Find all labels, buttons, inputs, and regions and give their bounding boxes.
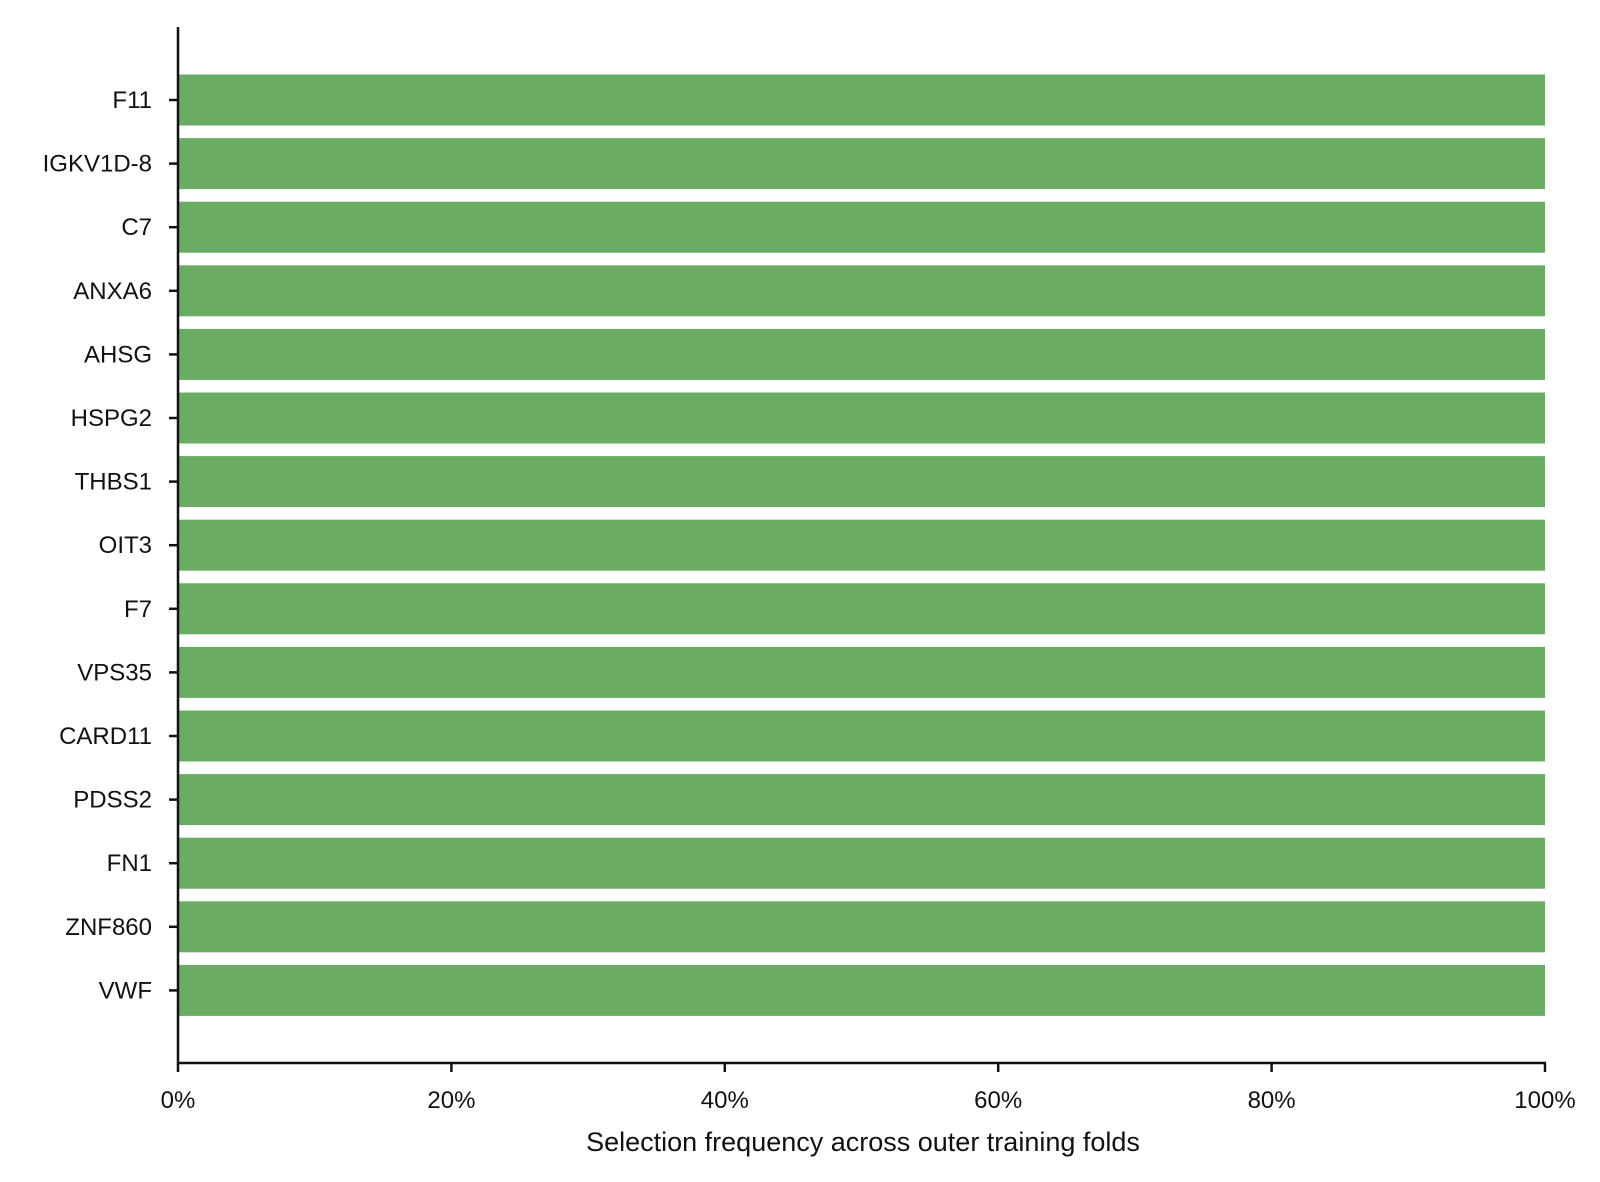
y-tick-label-hspg2: HSPG2 <box>71 405 152 432</box>
y-tick-label-znf860: ZNF860 <box>65 914 152 941</box>
bar-thbs1 <box>178 456 1545 508</box>
x-tick-label-60: 60% <box>974 1087 1022 1114</box>
y-tick-label-f7: F7 <box>124 596 152 623</box>
y-tick-label-pdss2: PDSS2 <box>73 787 152 814</box>
bar-f7 <box>178 583 1545 635</box>
bar-pdss2 <box>178 774 1545 826</box>
y-tick-label-ahsg: AHSG <box>84 341 152 368</box>
x-tick-label-20: 20% <box>427 1087 475 1114</box>
x-tick-label-40: 40% <box>701 1087 749 1114</box>
bar-oit3 <box>178 519 1545 571</box>
x-tick-label-0: 0% <box>161 1087 196 1114</box>
bar-f11 <box>178 74 1545 126</box>
bar-anxa6 <box>178 265 1545 317</box>
y-tick-label-vps35: VPS35 <box>77 659 152 686</box>
y-tick-label-thbs1: THBS1 <box>75 469 152 496</box>
bar-ahsg <box>178 328 1545 380</box>
bars-group <box>178 74 1545 1016</box>
bar-igkv1d-8 <box>178 138 1545 190</box>
x-axis-title: Selection frequency across outer trainin… <box>586 1127 1140 1157</box>
x-ticks-group: 0% 20% 40% 60% 80% 100% <box>161 1063 1576 1114</box>
x-tick-label-100: 100% <box>1514 1087 1575 1114</box>
y-tick-label-anxa6: ANXA6 <box>73 278 152 305</box>
y-tick-label-igkv1d-8: IGKV1D-8 <box>43 151 152 178</box>
bar-vps35 <box>178 646 1545 698</box>
y-tick-label-vwf: VWF <box>99 977 152 1004</box>
y-tick-label-card11: CARD11 <box>59 723 152 750</box>
y-tick-label-c7: C7 <box>121 214 152 241</box>
bar-fn1 <box>178 837 1545 889</box>
bar-znf860 <box>178 901 1545 953</box>
bar-c7 <box>178 201 1545 253</box>
bar-card11 <box>178 710 1545 762</box>
y-tick-label-oit3: OIT3 <box>99 532 152 559</box>
bar-vwf <box>178 964 1545 1016</box>
x-tick-label-80: 80% <box>1248 1087 1296 1114</box>
bar-hspg2 <box>178 392 1545 444</box>
y-tick-label-f11: F11 <box>112 87 152 114</box>
y-ticks-group: F11 IGKV1D-8 C7 ANXA6 AHSG HSPG2 THBS1 OIT3 F7 VP… <box>43 87 178 1004</box>
y-tick-label-fn1: FN1 <box>107 850 152 877</box>
